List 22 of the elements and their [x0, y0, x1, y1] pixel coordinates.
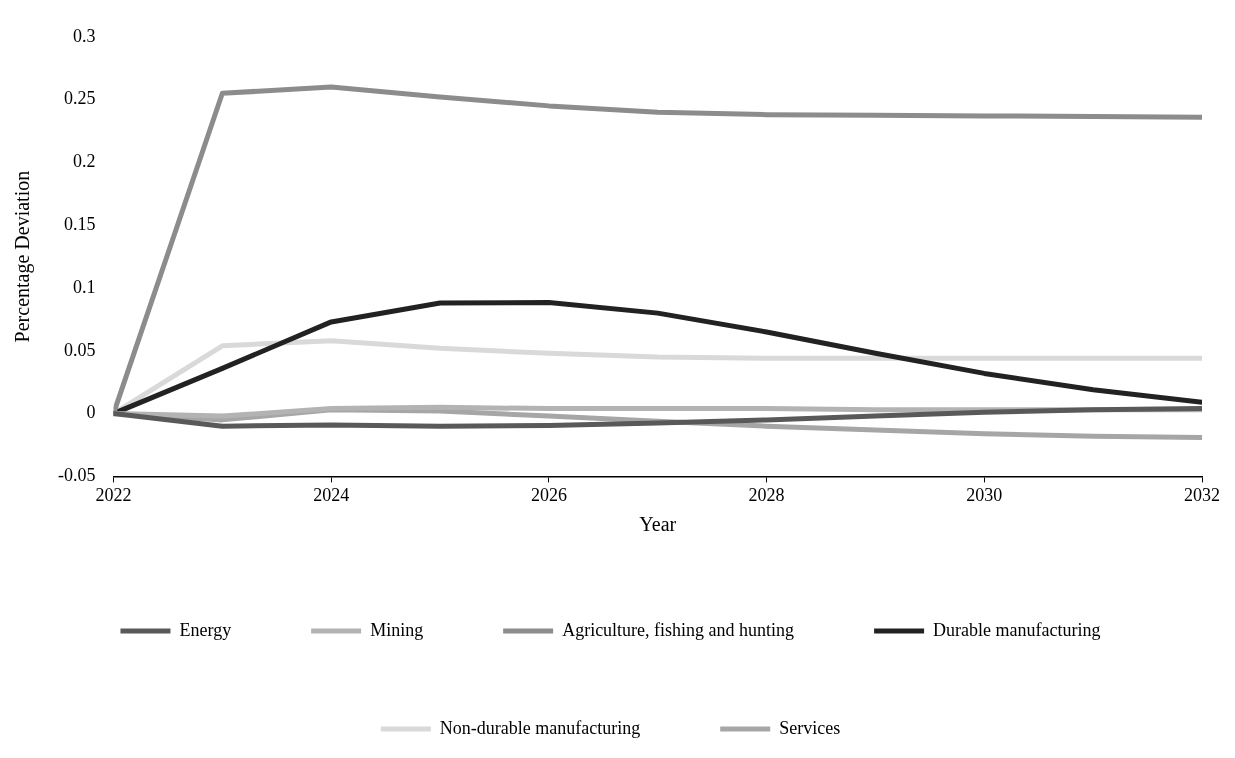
y-tick-label: 0.1 [72, 276, 96, 297]
y-tick-label: 0 [86, 402, 96, 423]
y-tick-label: 0.05 [63, 339, 96, 360]
y-tick-label: 0.3 [72, 25, 96, 46]
x-tick-label: 2024 [313, 484, 350, 505]
legend-label: Mining [370, 619, 424, 640]
y-tick-label: -0.05 [57, 465, 96, 486]
legend-label: Agriculture, fishing and hunting [562, 619, 795, 640]
legend-label: Non-durable manufacturing [439, 717, 641, 738]
y-tick-label: 0.15 [63, 213, 96, 234]
y-tick-label: 0.25 [63, 88, 96, 109]
legend-label: Energy [179, 619, 232, 640]
legend-label: Services [779, 717, 841, 738]
y-tick-label: 0.2 [72, 151, 96, 172]
y-axis-title: Percentage Deviation [11, 170, 35, 343]
x-axis-title: Year [639, 513, 677, 536]
x-tick-label: 2032 [1184, 484, 1220, 505]
legend-label: Durable manufacturing [933, 619, 1101, 640]
x-tick-label: 2026 [530, 484, 567, 505]
x-tick-label: 2028 [748, 484, 785, 505]
x-tick-label: 2022 [95, 484, 132, 505]
x-tick-label: 2030 [966, 484, 1003, 505]
